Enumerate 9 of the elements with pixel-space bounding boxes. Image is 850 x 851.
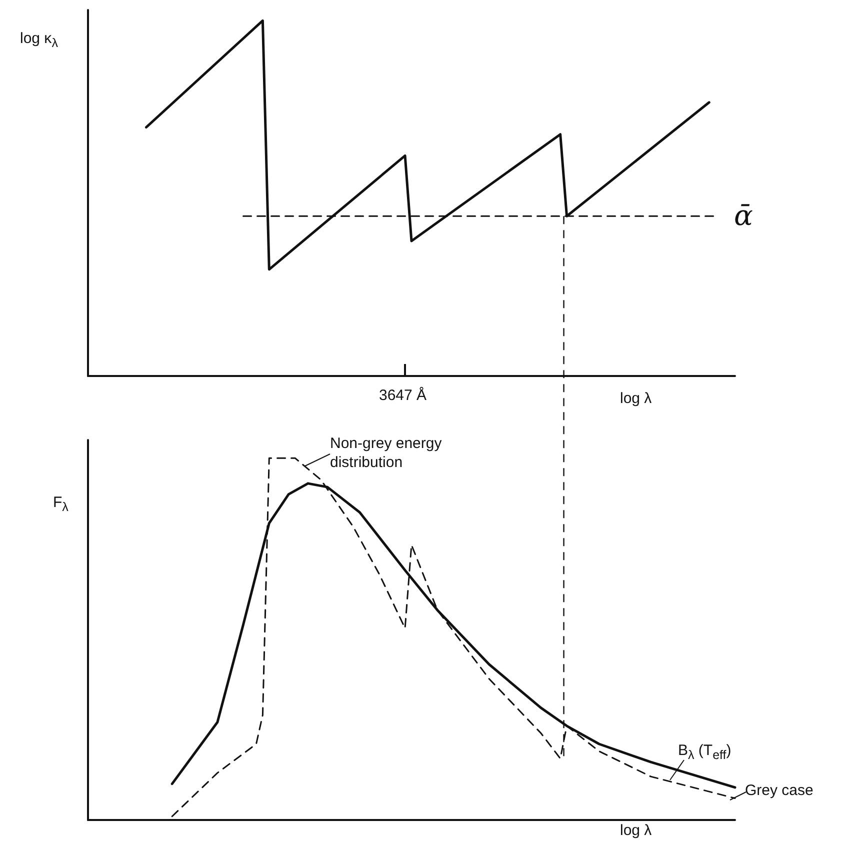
text: 3647 Å bbox=[379, 386, 427, 405]
y-axis-title: F$_{λ}$ bbox=[53, 494, 68, 514]
annotation: ᾱ bbox=[734, 199, 753, 232]
annotation: Non-grey energy distribution bbox=[330, 434, 443, 472]
y-axis-title: log κ$_{λ}$ bbox=[20, 30, 58, 50]
annotation: B$_{λ}$ (T$_{eff}$) bbox=[678, 741, 732, 764]
x-axis-title: log λ bbox=[620, 390, 652, 407]
x-axis-title: log λ bbox=[620, 822, 652, 839]
text: Grey case bbox=[745, 781, 814, 800]
